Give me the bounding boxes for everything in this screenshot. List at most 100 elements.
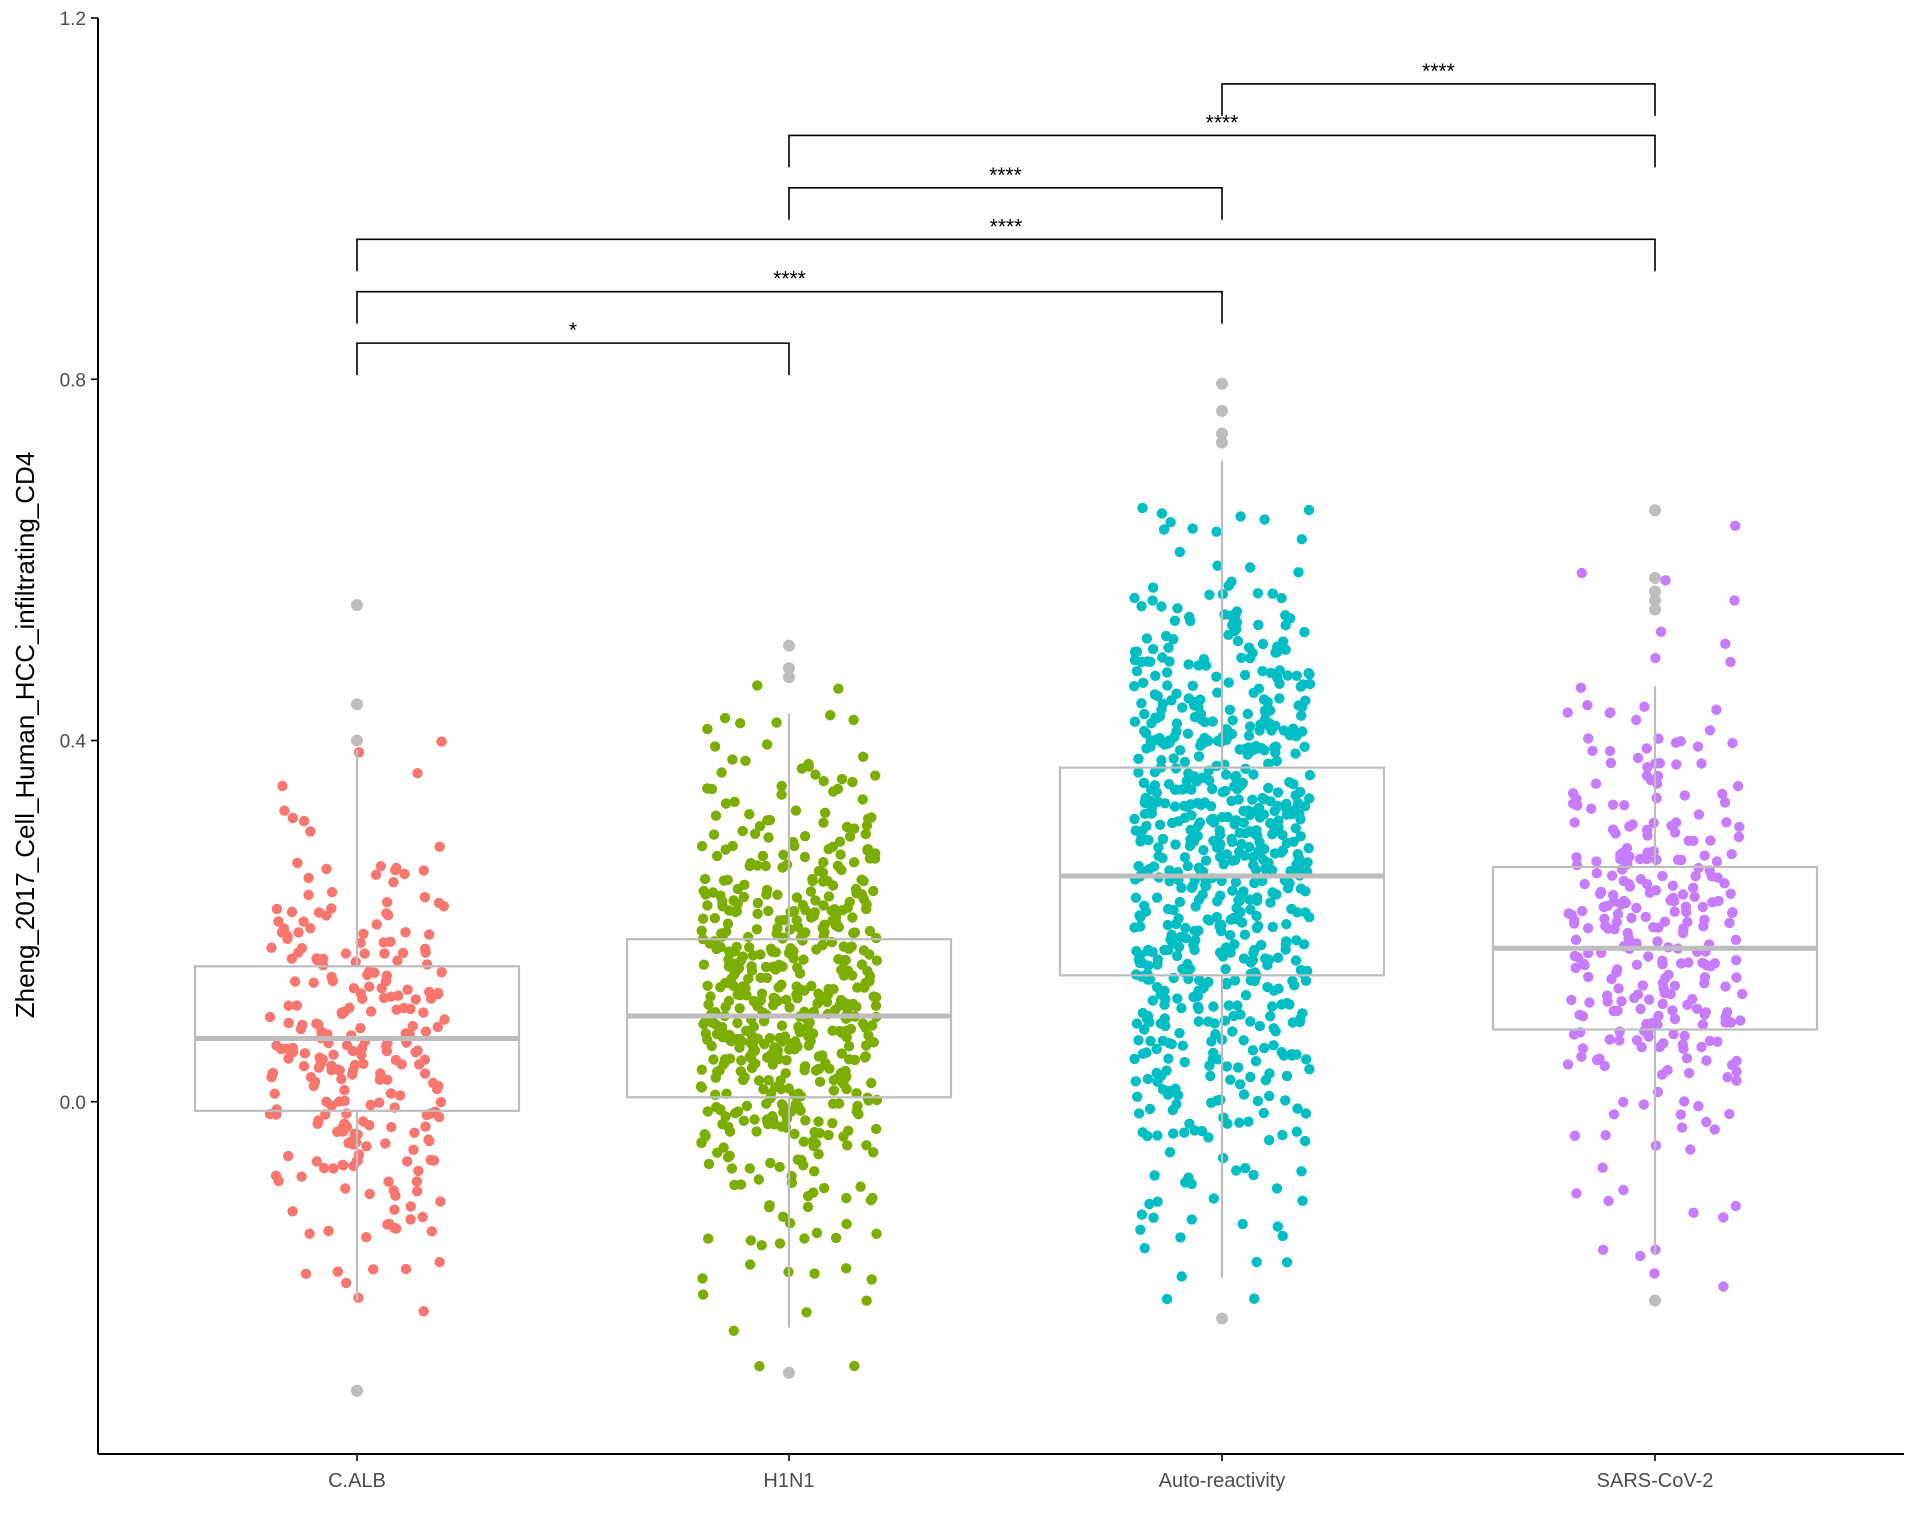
data-point (378, 937, 389, 948)
data-point (1569, 817, 1580, 828)
data-point (1657, 959, 1668, 970)
data-point (357, 993, 368, 1004)
data-point (1161, 1293, 1173, 1305)
data-point (382, 1074, 393, 1086)
data-point (783, 1083, 794, 1094)
data-point (1189, 1125, 1200, 1136)
data-point (860, 1051, 871, 1062)
data-point (709, 741, 721, 752)
data-point (1130, 647, 1141, 658)
data-point (732, 1017, 743, 1029)
data-point (1301, 1054, 1312, 1065)
data-point (1691, 1003, 1703, 1014)
data-point (1692, 741, 1704, 752)
data-point (1698, 921, 1709, 932)
outlier-point (1216, 377, 1228, 390)
data-point (1212, 560, 1223, 571)
data-point (1238, 953, 1250, 964)
data-point (364, 1188, 375, 1200)
data-point (1245, 1071, 1256, 1083)
data-point (764, 814, 776, 826)
data-point (1226, 833, 1237, 845)
data-point (763, 1075, 774, 1086)
data-point (1174, 1027, 1185, 1039)
data-point (1170, 784, 1182, 795)
significance-label: **** (990, 215, 1023, 238)
data-point (1179, 1127, 1190, 1138)
data-point (774, 1161, 785, 1173)
data-point (1182, 860, 1194, 872)
data-point (1699, 978, 1710, 989)
data-point (418, 1306, 429, 1317)
data-point (1606, 870, 1618, 881)
data-point (814, 1076, 826, 1088)
data-point (833, 954, 844, 965)
data-point (1293, 700, 1304, 711)
data-point (1247, 1045, 1259, 1056)
bracket-line (1221, 83, 1656, 116)
data-point (1234, 827, 1245, 838)
data-point (412, 768, 423, 779)
data-point (1249, 877, 1260, 889)
data-point (739, 879, 750, 890)
data-point (720, 798, 732, 809)
data-point (700, 1131, 711, 1142)
significance-bracket: **** (1221, 60, 1656, 116)
data-point (724, 1126, 736, 1137)
data-point (296, 1171, 307, 1182)
data-point (771, 928, 782, 939)
data-point (1635, 1003, 1646, 1015)
data-point (705, 991, 716, 1002)
data-point (1597, 1162, 1608, 1173)
data-point (1712, 1036, 1723, 1047)
data-point (1187, 523, 1198, 534)
data-point (1133, 767, 1144, 778)
data-point (1609, 924, 1620, 935)
data-point (734, 1003, 745, 1014)
data-point (727, 754, 738, 765)
data-point (300, 1268, 312, 1280)
data-point (851, 1106, 862, 1117)
data-point (1252, 588, 1264, 599)
data-point (1618, 875, 1630, 887)
data-point (1145, 1035, 1156, 1047)
data-point (856, 959, 868, 970)
data-point (1203, 1132, 1214, 1143)
data-point (810, 769, 821, 780)
data-point (1624, 851, 1635, 862)
outlier-point (1216, 1312, 1228, 1325)
data-point (1607, 824, 1619, 835)
data-point (1217, 787, 1228, 798)
data-point (808, 1140, 819, 1152)
outlier-point (1216, 427, 1228, 440)
data-point (350, 956, 361, 968)
data-point (777, 1211, 789, 1223)
data-point (1570, 934, 1582, 945)
data-point (405, 1214, 416, 1225)
data-point (738, 891, 750, 903)
data-point (1171, 726, 1182, 737)
bracket-line (356, 238, 1656, 272)
data-point (1658, 983, 1669, 994)
data-point (818, 1182, 830, 1194)
data-point (1234, 846, 1245, 858)
data-point (355, 1022, 366, 1034)
data-point (1187, 880, 1198, 892)
data-point (784, 1002, 795, 1013)
data-point (1188, 836, 1200, 847)
data-point (1269, 742, 1280, 753)
outlier-point (1649, 603, 1661, 616)
data-point (1224, 704, 1236, 715)
data-point (1272, 673, 1283, 684)
data-point (1176, 1271, 1187, 1282)
data-point (1139, 900, 1150, 911)
data-point (1281, 919, 1292, 930)
data-point (1265, 897, 1276, 908)
data-point (1144, 1017, 1155, 1028)
data-point (1259, 794, 1270, 805)
data-point (750, 828, 761, 839)
data-point (1194, 817, 1206, 828)
data-point (269, 1088, 280, 1099)
data-point (824, 1063, 835, 1074)
data-point (807, 875, 818, 887)
